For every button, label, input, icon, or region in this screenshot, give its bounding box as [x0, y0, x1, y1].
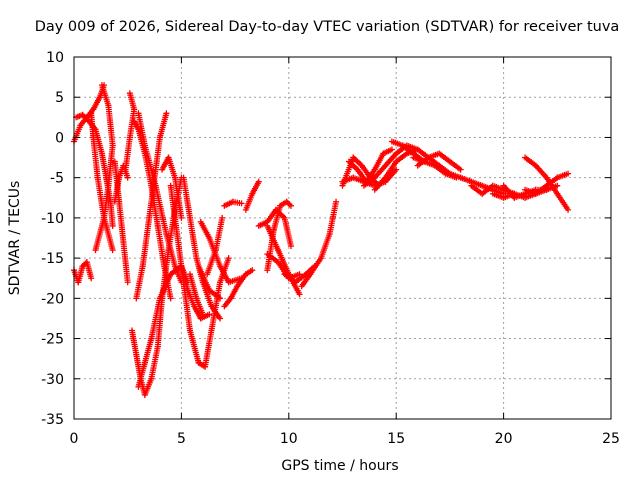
- data-point: [255, 178, 262, 185]
- series-arc8: [122, 90, 138, 173]
- plot-frame: [73, 56, 612, 420]
- series-arc46: [522, 182, 561, 197]
- data-point: [238, 200, 245, 207]
- y-tick-label: -35: [41, 412, 64, 428]
- series-arc40: [457, 174, 507, 197]
- data-point: [178, 214, 185, 221]
- y-tick-label: -10: [41, 211, 64, 227]
- x-tick-label: 25: [602, 431, 620, 447]
- x-tick-label: 5: [177, 431, 186, 447]
- data-point: [109, 222, 116, 229]
- y-tick-label: -5: [50, 171, 64, 187]
- data-point: [126, 90, 133, 97]
- series-arc45: [532, 170, 572, 197]
- data-point: [296, 271, 303, 278]
- series-arc38: [410, 154, 460, 181]
- y-tick-label: 0: [55, 130, 64, 146]
- series-arc29: [298, 198, 340, 290]
- series-arc34: [360, 142, 410, 189]
- data-point: [393, 166, 400, 173]
- data-point: [296, 291, 303, 298]
- y-tick-label: -15: [41, 251, 64, 267]
- data-point: [219, 214, 226, 221]
- series-arc24: [242, 178, 262, 213]
- series-arc5: [88, 110, 116, 254]
- data-point: [217, 315, 224, 322]
- data-point: [333, 198, 340, 205]
- data-point: [388, 146, 395, 153]
- axis-ticks: 0 5 10 15 20 25 10 5 0 -5 -10 -15 -20 -25 -30 -35: [41, 50, 620, 447]
- data-point: [124, 174, 131, 181]
- series-arc12: [133, 110, 170, 302]
- series-arc18: [186, 271, 206, 318]
- data-point: [287, 202, 294, 209]
- x-tick-label: 15: [387, 431, 405, 447]
- y-tick-label: -25: [41, 332, 64, 348]
- x-tick-label: 20: [495, 431, 513, 447]
- data-point: [217, 295, 224, 302]
- data-point: [167, 295, 174, 302]
- series-arc21: [204, 214, 226, 278]
- data-point: [199, 311, 206, 318]
- series-arc11: [131, 118, 174, 302]
- series-arc23: [221, 198, 245, 209]
- chart-title: Day 009 of 2026, Sidereal Day-to-day VTE…: [35, 19, 620, 35]
- data-point: [225, 255, 232, 262]
- data-point: [206, 311, 213, 318]
- x-axis-label: GPS time / hours: [281, 458, 398, 474]
- y-tick-label: 10: [46, 50, 64, 66]
- data-point: [88, 275, 95, 282]
- series-arc16: [180, 174, 224, 322]
- series-arc30: [264, 251, 303, 282]
- x-tick-label: 10: [280, 431, 298, 447]
- y-tick-label: -20: [41, 291, 64, 307]
- series-arc4: [71, 259, 95, 286]
- y-tick-label: -30: [41, 372, 64, 388]
- series-arc6: [111, 162, 131, 205]
- y-axis-label: SDTVAR / TECUs: [7, 181, 23, 296]
- data-point: [565, 170, 572, 177]
- series-arc17: [178, 263, 213, 322]
- x-tick-label: 0: [70, 431, 79, 447]
- data-points: [71, 82, 572, 398]
- series-arc7: [111, 158, 131, 286]
- data-point: [287, 243, 294, 250]
- data-point: [109, 247, 116, 254]
- data-point: [249, 267, 256, 274]
- series-arc22: [221, 267, 256, 310]
- series-arc19: [195, 263, 224, 302]
- data-point: [124, 279, 131, 286]
- data-point: [98, 82, 105, 89]
- series-arc39: [414, 150, 464, 173]
- y-tick-label: 5: [55, 90, 64, 106]
- data-point: [457, 166, 464, 173]
- grid: [74, 57, 611, 419]
- data-point: [565, 206, 572, 213]
- data-point: [554, 182, 561, 189]
- series-arc14: [159, 154, 185, 221]
- data-point: [163, 110, 170, 117]
